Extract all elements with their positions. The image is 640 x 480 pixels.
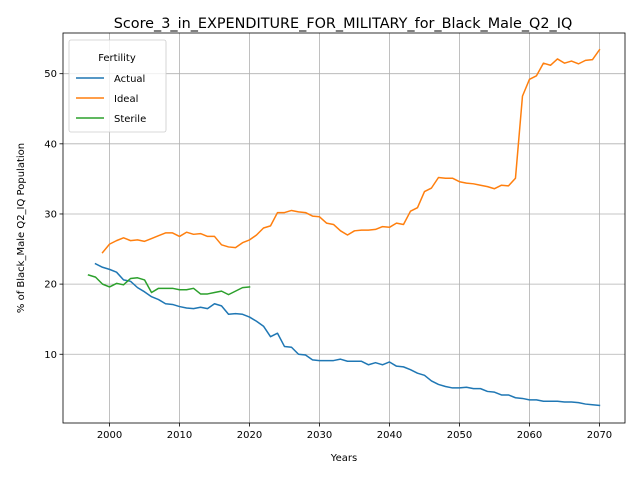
- y-axis-label: % of Black_Male Q2_IQ Population: [16, 143, 27, 313]
- x-tick-label: 2050: [447, 430, 472, 441]
- series-lines: [87, 48, 601, 407]
- chart-title: Score_3_in_EXPENDITURE_FOR_MILITARY_for_…: [114, 16, 573, 32]
- series-line-actual: [94, 262, 601, 407]
- x-tick-label: 2060: [517, 430, 542, 441]
- x-tick-label: 2000: [97, 430, 122, 441]
- x-tick-label: 2070: [587, 430, 612, 441]
- legend-label-actual: Actual: [114, 74, 145, 85]
- gridlines: [63, 33, 625, 423]
- x-tick-label: 2030: [307, 430, 332, 441]
- plot-frame: [62, 32, 626, 424]
- x-tick-label: 2020: [237, 430, 262, 441]
- y-tick-label: 30: [44, 209, 57, 220]
- legend-label-ideal: Ideal: [114, 94, 138, 105]
- series-line-ideal: [101, 48, 601, 254]
- axis-ticks: 2000 2010 2020 2030 2040 2050 2060 207010203040…: [44, 69, 612, 441]
- y-tick-label: 40: [44, 139, 57, 150]
- x-axis-label: Years: [330, 453, 357, 464]
- y-tick-label: 10: [44, 350, 57, 361]
- y-tick-label: 50: [44, 69, 57, 80]
- x-tick-label: 2010: [167, 430, 192, 441]
- y-tick-label: 20: [44, 280, 57, 291]
- series-line-sterile: [87, 274, 251, 296]
- legend-title: Fertility: [98, 53, 136, 64]
- x-tick-label: 2040: [377, 430, 402, 441]
- legend-box: [68, 39, 167, 133]
- legend: Fertility Actual Ideal Sterile: [68, 39, 167, 133]
- legend-label-sterile: Sterile: [114, 114, 146, 125]
